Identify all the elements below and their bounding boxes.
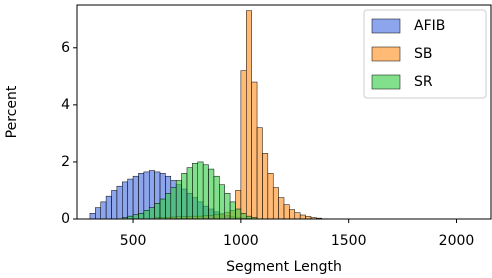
legend-swatch: [371, 18, 401, 34]
bar: [116, 185, 123, 220]
bar: [186, 167, 193, 220]
x-tick-label: 1500: [331, 233, 367, 249]
bar: [148, 207, 155, 220]
bar: [122, 181, 128, 220]
bar: [294, 212, 301, 220]
bar: [267, 173, 274, 220]
bar: [192, 163, 198, 220]
bar: [246, 10, 252, 220]
bar: [132, 175, 139, 220]
bar: [100, 201, 107, 220]
bar: [197, 161, 204, 220]
bar: [283, 204, 290, 220]
bar: [240, 213, 247, 220]
bar: [229, 201, 236, 220]
bar: [159, 198, 166, 220]
plot-frame: [76, 4, 492, 220]
bar: [272, 187, 279, 220]
bar: [175, 180, 182, 220]
bar: [208, 168, 215, 220]
bar: [165, 193, 172, 220]
bar: [262, 153, 269, 220]
x-tick-label: 2000: [439, 233, 475, 249]
legend-swatch: [371, 46, 401, 62]
bar: [127, 178, 134, 220]
bar: [224, 193, 231, 220]
bar: [219, 184, 225, 220]
bar: [89, 213, 96, 220]
bar: [105, 195, 112, 220]
legend-label: SB: [414, 46, 433, 62]
bar: [202, 164, 209, 220]
bar: [181, 173, 188, 220]
x-tick-label: 500: [120, 233, 147, 249]
y-tick-label: 4: [61, 97, 70, 113]
x-axis-label: Segment Length: [226, 259, 342, 275]
y-tick-label: 0: [61, 211, 70, 227]
bar: [154, 203, 161, 220]
bar: [278, 197, 285, 220]
bar: [235, 208, 242, 220]
legend-label: AFIB: [414, 18, 445, 34]
legend-label: SR: [414, 74, 433, 90]
bar: [240, 70, 247, 220]
bar: [251, 81, 258, 220]
bar: [111, 190, 118, 220]
legend-swatch: [371, 74, 401, 90]
bar: [170, 187, 177, 220]
y-tick-label: 2: [61, 154, 70, 170]
y-axis-label: Percent: [4, 85, 20, 138]
y-tick-label: 6: [61, 40, 70, 56]
x-tick-label: 1000: [223, 233, 259, 249]
bar: [299, 214, 306, 220]
bar: [138, 213, 145, 220]
bar: [143, 210, 150, 220]
bar: [289, 209, 296, 220]
bar: [213, 175, 220, 220]
bar: [138, 173, 145, 220]
bar: [132, 214, 139, 220]
bar: [256, 127, 263, 220]
bar: [95, 207, 101, 220]
